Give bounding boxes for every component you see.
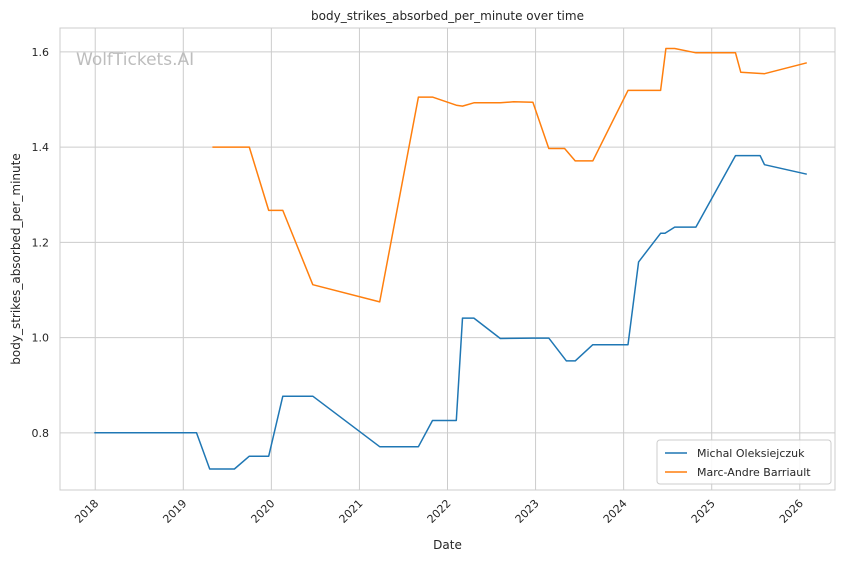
legend-label: Michal Oleksiejczuk [697,447,805,460]
y-axis-ticks: 0.8 1.0 1.2 1.4 1.6 [32,46,50,440]
y-tick-label: 1.0 [32,332,50,345]
x-axis-title: Date [433,538,462,552]
y-tick-label: 1.6 [32,46,50,59]
chart-title: body_strikes_absorbed_per_minute over ti… [311,9,584,23]
legend-label: Marc-Andre Barriault [697,466,811,479]
y-axis-title: body_strikes_absorbed_per_minute [9,153,23,364]
series-line-1 [94,154,807,470]
y-tick-label: 1.2 [32,236,50,249]
series-line-2 [212,47,807,303]
grid [60,28,835,490]
legend-box [656,439,832,485]
plot-frame [59,27,836,491]
y-tick-label: 0.8 [32,427,50,440]
legend: Michal Oleksiejczuk Marc-Andre Barriault [656,439,832,485]
y-tick-label: 1.4 [32,141,50,154]
watermark: WolfTickets.AI [76,50,194,70]
series [94,47,807,470]
